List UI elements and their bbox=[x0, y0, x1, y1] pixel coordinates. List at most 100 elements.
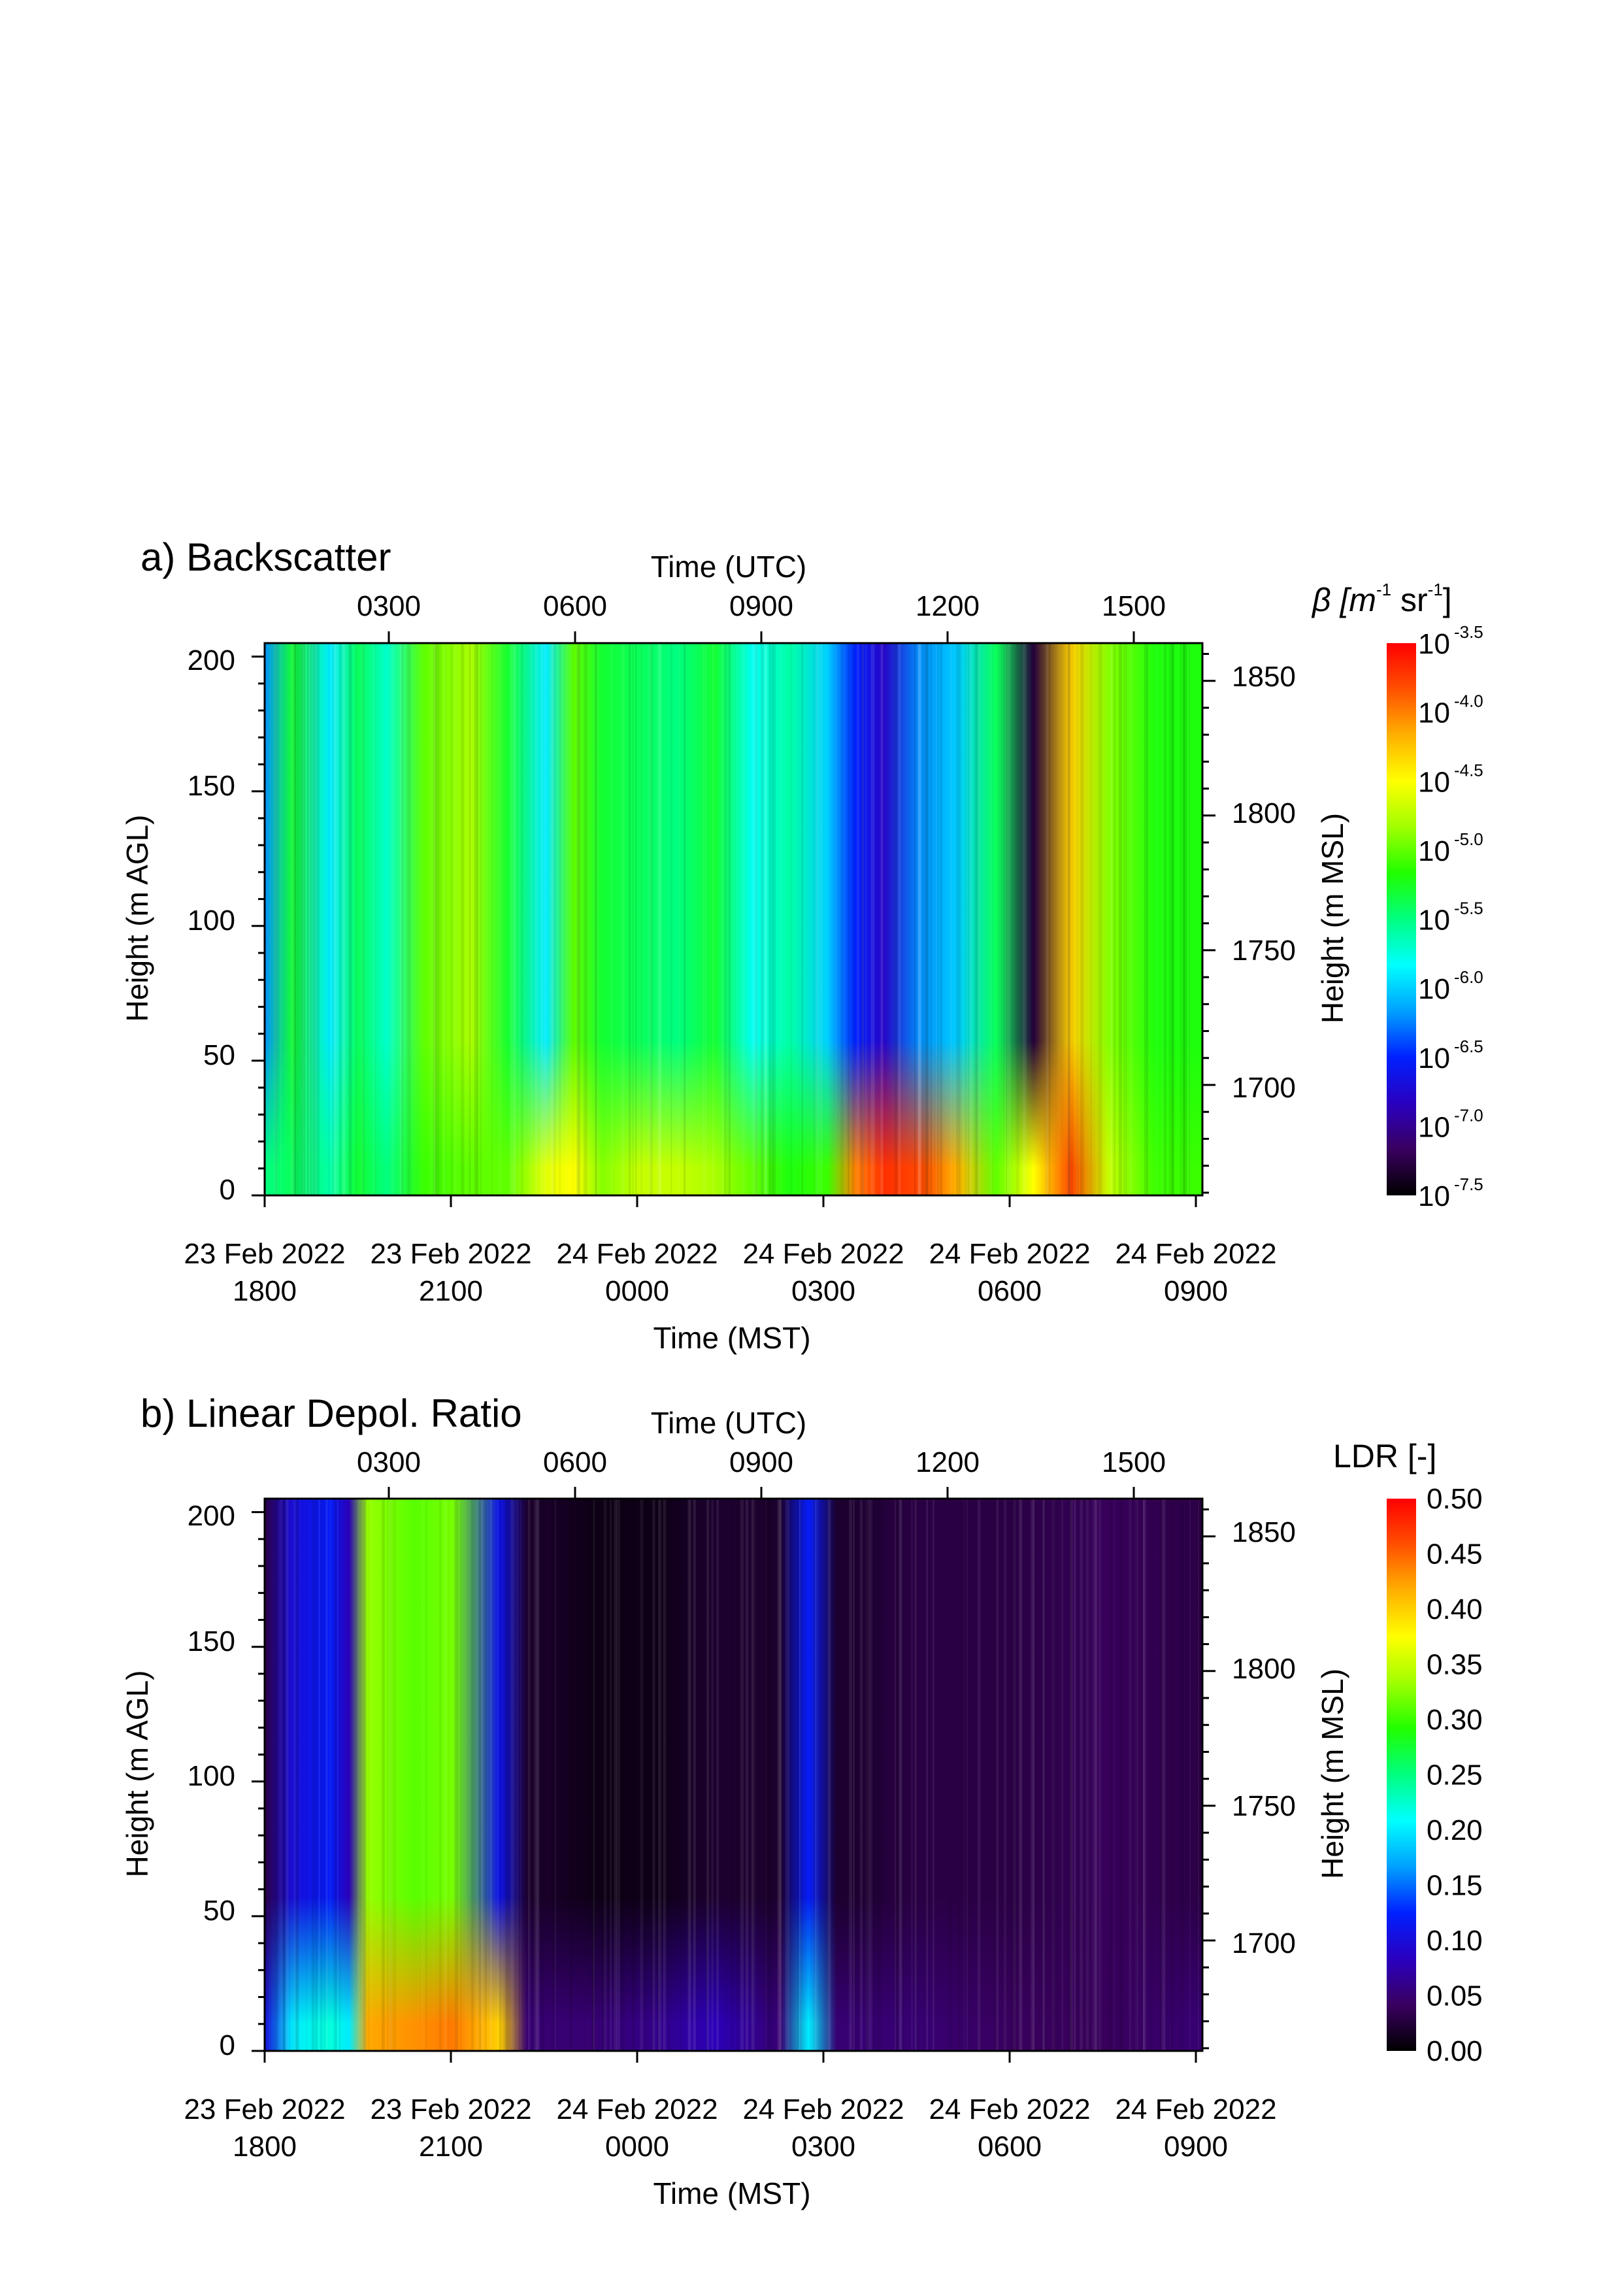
heatmap-streak bbox=[1042, 1499, 1044, 2051]
panel-a-streaks bbox=[274, 643, 1191, 1195]
heatmap-streak bbox=[1016, 643, 1020, 1195]
panel-b-left-axis-title: Height (m AGL) bbox=[120, 1671, 154, 1878]
heatmap-streak bbox=[856, 1499, 861, 2051]
heatmap-streak bbox=[898, 643, 901, 1195]
heatmap-streak bbox=[310, 643, 314, 1195]
heatmap-streak bbox=[1090, 643, 1092, 1195]
heatmap-streak bbox=[1180, 643, 1182, 1195]
heatmap-streak bbox=[978, 1499, 981, 2051]
panel-b-frame bbox=[263, 1497, 1204, 2052]
heatmap-streak bbox=[663, 1499, 667, 2051]
heatmap-streak bbox=[433, 643, 437, 1195]
heatmap-streak bbox=[1172, 643, 1174, 1195]
colorbar-a-label-base: 10 bbox=[1418, 766, 1450, 798]
heatmap-streak bbox=[772, 643, 776, 1195]
heatmap-streak bbox=[730, 1499, 733, 2051]
heatmap-streak bbox=[1166, 1499, 1170, 2051]
heatmap-streak bbox=[454, 1499, 458, 2051]
panel-b-left-tick-150: 150 bbox=[188, 1625, 235, 1657]
heatmap-streak bbox=[1180, 1499, 1183, 2051]
heatmap-streak bbox=[745, 1499, 749, 2051]
heatmap-streak bbox=[895, 1499, 897, 2051]
heatmap-streak bbox=[616, 1499, 619, 2051]
heatmap-streak bbox=[1012, 1499, 1016, 2051]
heatmap-streak bbox=[320, 1499, 323, 2051]
colorbar-a-label: 10 -4.0 bbox=[1418, 691, 1483, 729]
heatmap-streak bbox=[497, 1499, 499, 2051]
heatmap-streak bbox=[1144, 643, 1148, 1195]
colorbar-b-label: 0.20 bbox=[1427, 1814, 1483, 1846]
heatmap-streak bbox=[752, 1499, 755, 2051]
heatmap-streak bbox=[542, 643, 547, 1195]
colorbar-a-label: 10 -5.0 bbox=[1418, 829, 1483, 867]
colorbar-a-label-exp: -5.5 bbox=[1454, 899, 1483, 918]
heatmap-streak bbox=[325, 1499, 328, 2051]
colorbar-a-label-base: 10 bbox=[1418, 973, 1450, 1005]
heatmap-streak bbox=[1120, 1499, 1123, 2051]
panel-b-bottom-time-0: 1800 bbox=[233, 2131, 297, 2163]
heatmap-streak bbox=[848, 643, 850, 1195]
heatmap-streak bbox=[1045, 643, 1048, 1195]
heatmap-streak bbox=[895, 1499, 897, 2051]
heatmap-streak bbox=[296, 1499, 300, 2051]
heatmap-streak bbox=[1087, 1499, 1089, 2051]
heatmap-streak bbox=[314, 1499, 318, 2051]
heatmap-streak bbox=[1159, 1499, 1163, 2051]
heatmap-streak bbox=[460, 1499, 462, 2051]
heatmap-streak bbox=[1151, 1499, 1153, 2051]
heatmap-streak bbox=[1076, 1499, 1079, 2051]
colorbar-b-label: 0.35 bbox=[1427, 1649, 1483, 1681]
heatmap-streak bbox=[1080, 643, 1084, 1195]
panel-b-top-tick-1200: 1200 bbox=[916, 1446, 980, 1478]
heatmap-streak bbox=[914, 643, 916, 1195]
heatmap-streak bbox=[754, 643, 758, 1195]
heatmap-streak bbox=[559, 643, 561, 1195]
heatmap-streak bbox=[996, 1499, 999, 2051]
heatmap-streak bbox=[1134, 1499, 1137, 2051]
heatmap-streak bbox=[1067, 643, 1070, 1195]
heatmap-streak bbox=[680, 1499, 682, 2051]
heatmap-streak bbox=[871, 1499, 873, 2051]
heatmap-streak bbox=[819, 643, 823, 1195]
heatmap-streak bbox=[1070, 1499, 1073, 2051]
heatmap-streak bbox=[452, 643, 454, 1195]
panel-a-bottom-date-0: 23 Feb 2022 bbox=[184, 1238, 345, 1270]
heatmap-streak bbox=[301, 643, 306, 1195]
heatmap-streak bbox=[1006, 643, 1008, 1195]
heatmap-streak bbox=[880, 643, 883, 1195]
heatmap-streak bbox=[650, 1499, 654, 2051]
heatmap-streak bbox=[1074, 1499, 1076, 2051]
heatmap-streak bbox=[658, 1499, 661, 2051]
colorbar-a-label-exp: -7.0 bbox=[1454, 1105, 1483, 1125]
heatmap-streak bbox=[274, 643, 278, 1195]
heatmap-streak bbox=[1019, 1499, 1023, 2051]
heatmap-streak bbox=[514, 643, 516, 1195]
heatmap-streak bbox=[969, 643, 973, 1195]
heatmap-streak bbox=[597, 643, 599, 1195]
heatmap-streak bbox=[777, 1499, 782, 2051]
heatmap-streak bbox=[867, 1499, 871, 2051]
heatmap-streak bbox=[614, 1499, 616, 2051]
heatmap-streak bbox=[299, 1499, 301, 2051]
heatmap-streak bbox=[312, 643, 316, 1195]
heatmap-streak bbox=[362, 1499, 367, 2051]
heatmap-streak bbox=[812, 1499, 814, 2051]
heatmap-streak bbox=[849, 1499, 853, 2051]
heatmap-streak bbox=[658, 643, 662, 1195]
heatmap-streak bbox=[425, 1499, 427, 2051]
heatmap-streak bbox=[934, 643, 936, 1195]
panel-a-left-tick-150: 150 bbox=[188, 770, 235, 802]
heatmap-streak bbox=[1098, 643, 1102, 1195]
heatmap-streak bbox=[618, 1499, 620, 2051]
colorbar-b-label: 0.05 bbox=[1427, 1980, 1483, 2012]
heatmap-streak bbox=[814, 1499, 817, 2051]
heatmap-streak bbox=[796, 1499, 799, 2051]
heatmap-streak bbox=[1031, 1499, 1034, 2051]
heatmap-streak bbox=[956, 643, 960, 1195]
heatmap-streak bbox=[293, 1499, 295, 2051]
panel-b-bottom-date-1: 23 Feb 2022 bbox=[370, 2093, 531, 2125]
heatmap-streak bbox=[1069, 1499, 1072, 2051]
heatmap-streak bbox=[994, 1499, 996, 2051]
heatmap-streak bbox=[751, 1499, 754, 2051]
panel-a-bottom-ticklabels: 23 Feb 2022 1800 23 Feb 2022 2100 24 Feb… bbox=[184, 1238, 1276, 1307]
